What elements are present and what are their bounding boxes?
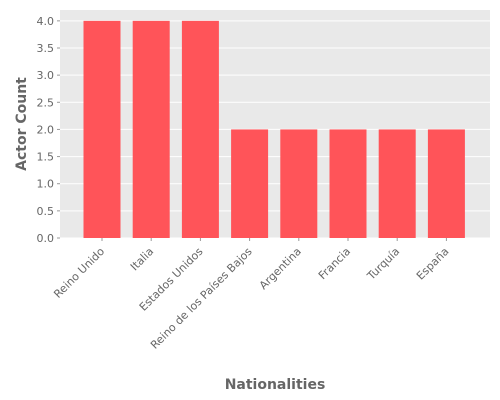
x-axis-title: Nationalities — [225, 377, 326, 393]
x-tick-label: Francia — [316, 245, 353, 282]
x-tick-label: Turquía — [364, 245, 402, 283]
bar — [132, 20, 170, 238]
x-tick-label: España — [414, 245, 452, 283]
x-tick-label: Reino Unido — [51, 245, 107, 301]
y-tick-label: 2.0 — [37, 123, 55, 136]
bar — [231, 129, 269, 238]
y-tick-label: 2.5 — [37, 96, 55, 109]
y-tick-label: 0.0 — [37, 232, 55, 245]
y-tick-label: 3.0 — [37, 69, 55, 82]
y-tick-label: 0.5 — [37, 205, 55, 218]
bar — [329, 129, 367, 238]
bar — [427, 129, 465, 238]
y-tick-label: 4.0 — [37, 15, 55, 28]
bar — [280, 129, 318, 238]
x-tick-label: Italia — [128, 245, 156, 273]
y-axis-ticks: 0.0 0.5 1.0 1.5 2.0 2.5 3.0 3.5 4.0 — [37, 15, 60, 245]
x-tick-label: Reino de los Países Bajos — [148, 245, 255, 352]
bar — [378, 129, 416, 238]
y-tick-label: 3.5 — [37, 42, 55, 55]
y-tick-label: 1.5 — [37, 151, 55, 164]
plot-area — [60, 10, 490, 238]
y-tick-label: 1.0 — [37, 178, 55, 191]
bar — [181, 20, 219, 238]
bars — [83, 20, 465, 238]
x-tick-label: Argentina — [257, 245, 304, 292]
y-axis-title: Actor Count — [14, 77, 30, 171]
gridlines — [60, 20, 490, 239]
bar — [83, 20, 121, 238]
